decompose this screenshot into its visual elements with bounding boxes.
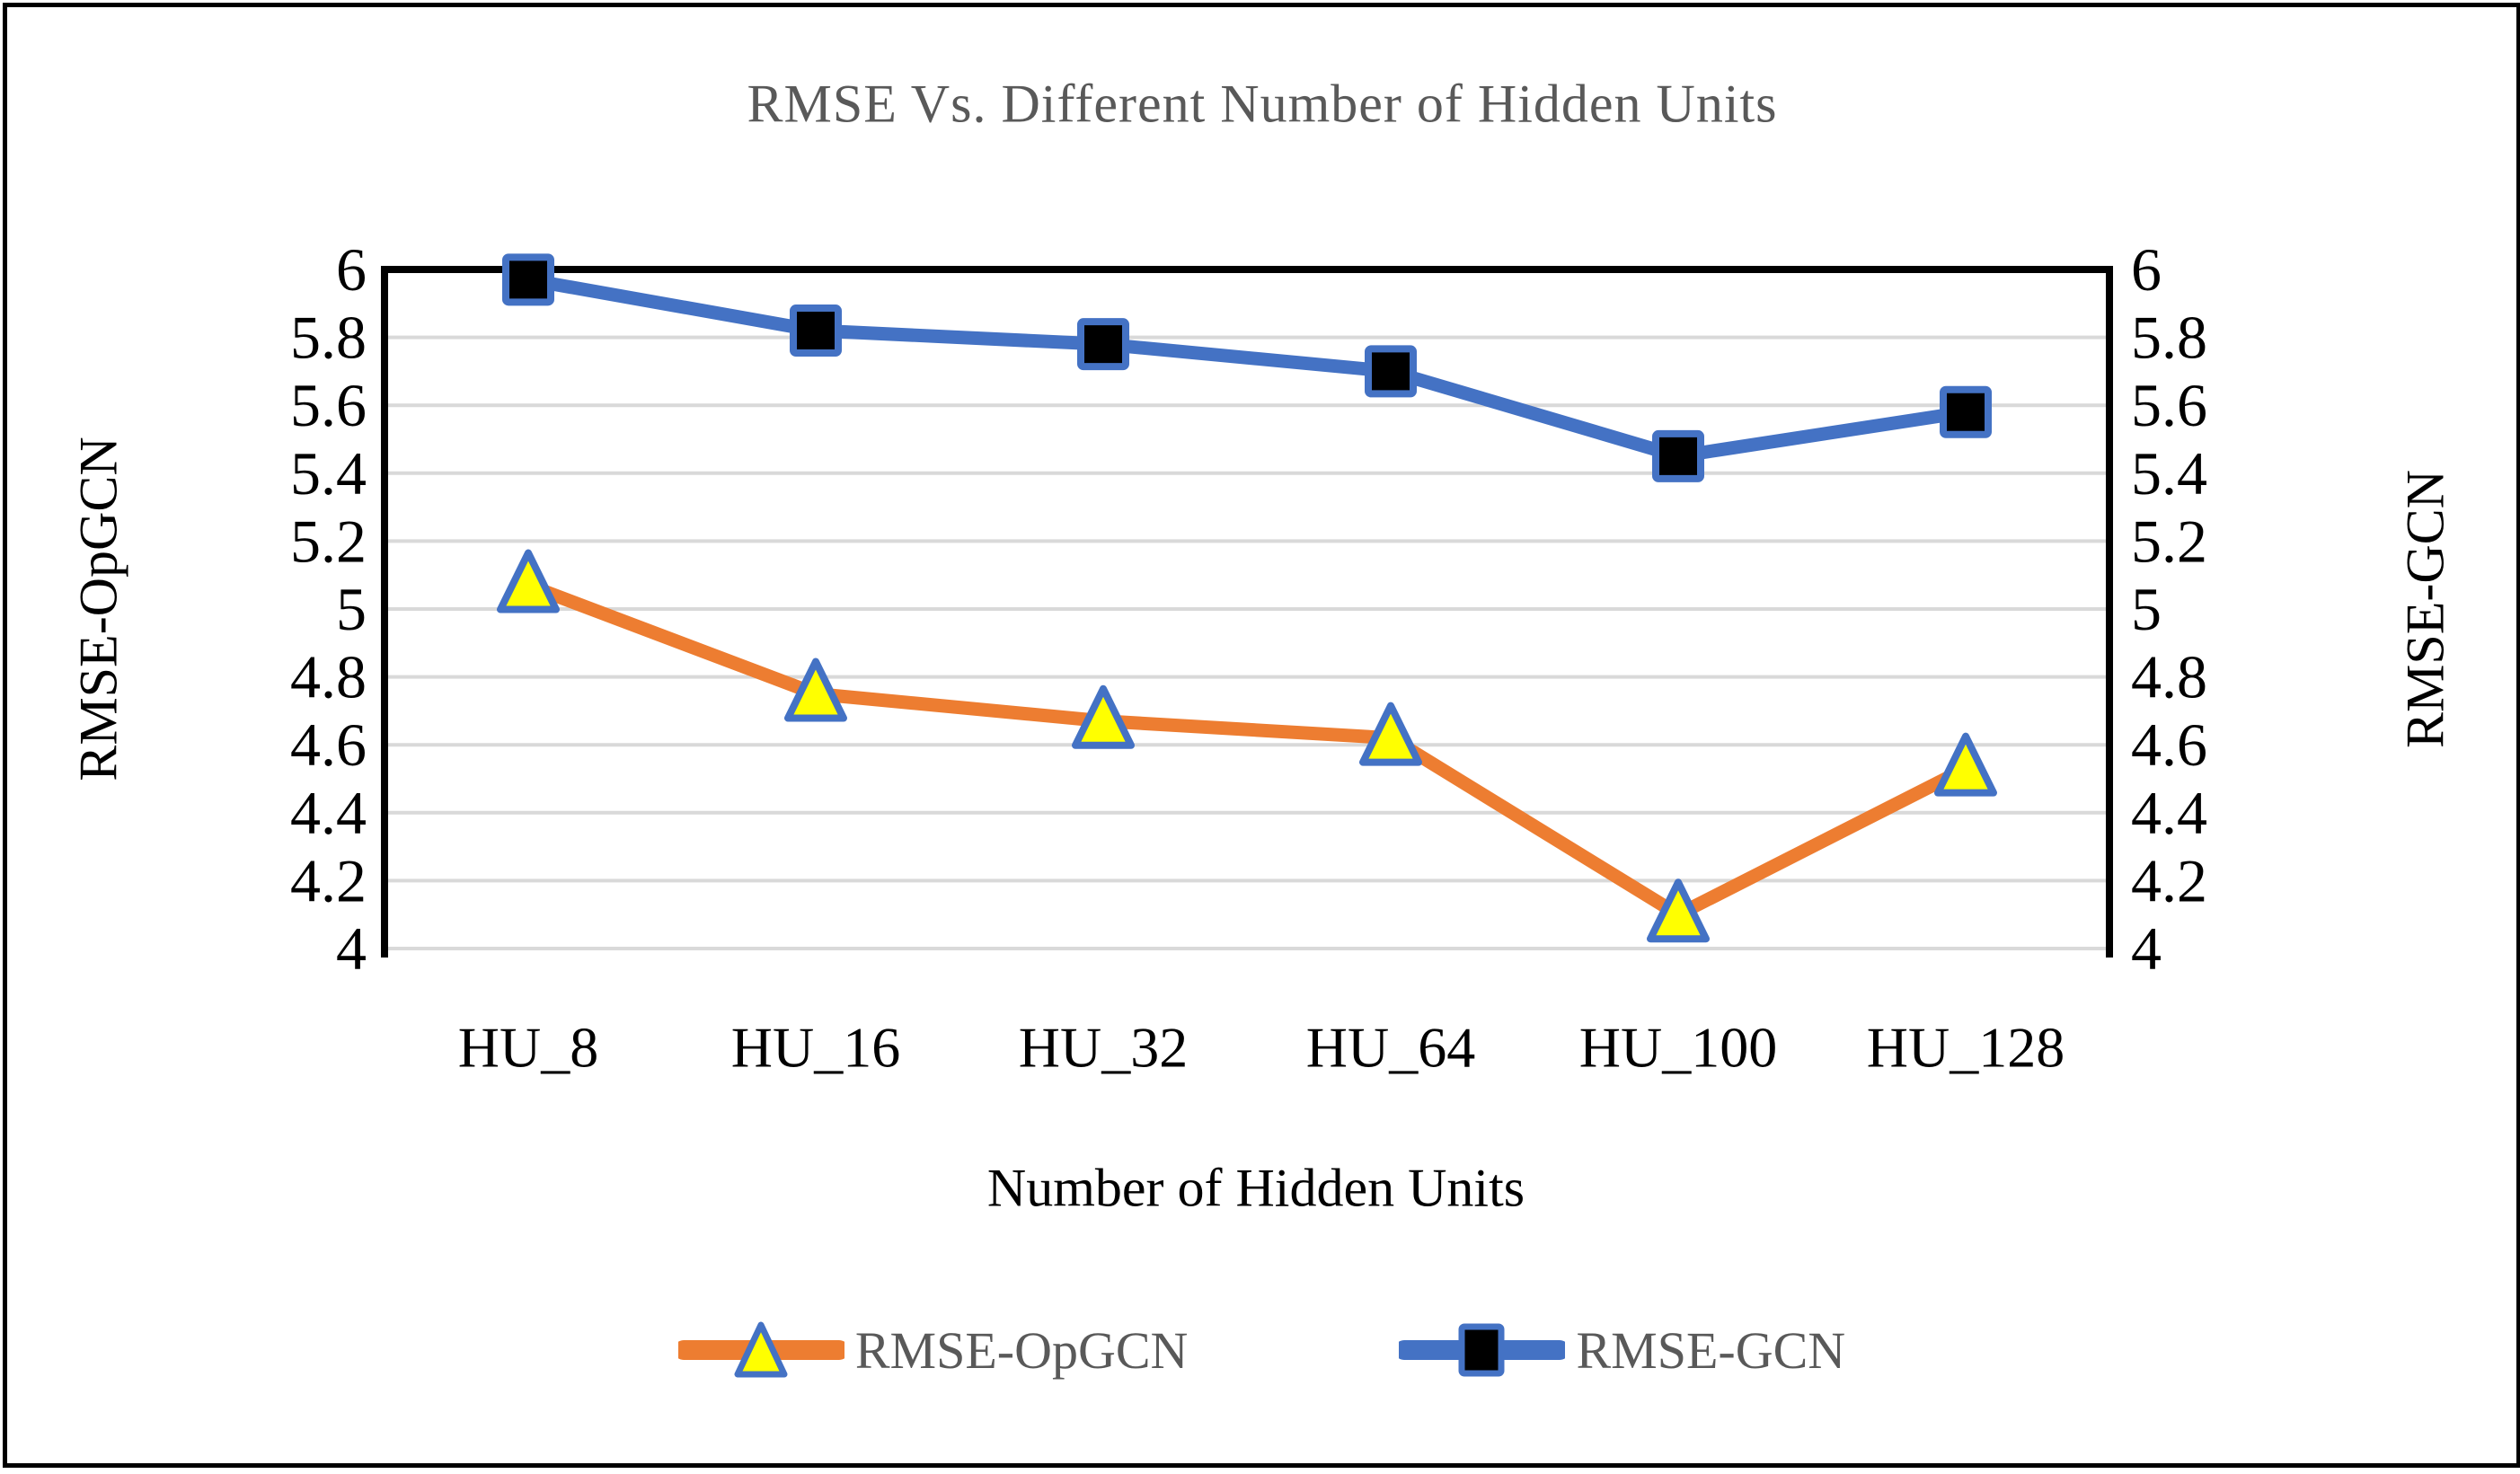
left-y-tick-label: 4.6: [290, 711, 367, 779]
right-y-tick-label: 5.8: [2131, 304, 2207, 372]
right-y-tick-label: 4.4: [2131, 779, 2207, 847]
x-tick-label: HU_32: [1019, 1016, 1188, 1080]
data-point-marker-triangle: [1647, 878, 1710, 943]
right-y-tick-label: 5.6: [2131, 371, 2207, 439]
x-tick-label: HU_128: [1867, 1016, 2065, 1080]
chart-figure: RMSE Vs. Different Number of Hidden Unit…: [3, 3, 2520, 1468]
data-point-marker-square: [1940, 385, 1992, 438]
x-tick-label: HU_8: [458, 1016, 598, 1080]
right-y-tick-label: 5.2: [2131, 507, 2207, 575]
left-y-tick-label: 6: [336, 235, 367, 304]
legend-label: RMSE-OpGCN: [854, 1320, 1189, 1380]
legend-triangle-marker-icon: [734, 1321, 788, 1378]
plot-area: 6 65.8 5.85.6 5.65.4 5.45.2 5.25 54.8 4.84.6 4.6…: [290, 235, 2207, 1080]
x-tick-label: HU_100: [1579, 1016, 1777, 1080]
left-y-tick-label: 4: [336, 914, 367, 983]
left-y-tick-label: 5.8: [290, 304, 367, 372]
x-axis-title: Number of Hidden Units: [986, 1158, 1525, 1218]
legend-swatch-triangle-icon: [677, 1321, 844, 1378]
left-y-tick-label: 5.2: [290, 507, 367, 575]
series-line-rmse-opgcn: [521, 578, 1973, 922]
right-y-axis-title: RMSE-GCN: [2395, 469, 2455, 749]
data-point-marker-square: [1365, 345, 1417, 398]
data-point-marker-triangle: [1359, 702, 1422, 766]
right-y-tick-label: 5: [2131, 575, 2162, 643]
left-y-tick-label: 4.8: [290, 643, 367, 711]
right-y-tick-label: 4.6: [2131, 711, 2207, 779]
left-y-tick-label: 4.4: [290, 779, 367, 847]
legend-swatch-square-icon: [1399, 1323, 1566, 1377]
left-y-tick-label: 5.6: [290, 371, 367, 439]
legend-square-marker-icon: [1458, 1323, 1505, 1377]
right-y-tick-label: 4.2: [2131, 846, 2207, 914]
data-point-marker-triangle: [1934, 732, 1997, 797]
left-y-axis-title: RMSE-OpGCN: [68, 437, 128, 781]
left-y-tick-label: 5: [336, 575, 367, 643]
chart-title: RMSE Vs. Different Number of Hidden Unit…: [747, 74, 1778, 134]
data-point-marker-triangle: [497, 549, 560, 613]
data-point-marker-square: [1652, 429, 1704, 482]
right-y-tick-label: 5.4: [2131, 439, 2207, 508]
data-point-marker-triangle: [1072, 684, 1135, 749]
legend-label: RMSE-GCN: [1576, 1320, 1846, 1380]
right-y-tick-label: 6: [2131, 235, 2162, 304]
data-point-marker-square: [790, 305, 842, 357]
left-y-tick-label: 5.4: [290, 439, 367, 508]
legend: RMSE-OpGCN RMSE-GCN: [7, 1314, 2516, 1386]
right-y-tick-label: 4: [2131, 914, 2162, 983]
legend-item-rmse-gcn: RMSE-GCN: [1399, 1314, 1845, 1386]
data-point-marker-square: [502, 253, 554, 306]
data-point-marker-square: [1077, 318, 1129, 371]
data-point-marker-triangle: [784, 658, 847, 722]
right-y-tick-label: 4.8: [2131, 643, 2207, 711]
x-tick-label: HU_16: [731, 1016, 900, 1080]
x-tick-label: HU_64: [1306, 1016, 1475, 1080]
legend-item-rmse-opgcn: RMSE-OpGCN: [677, 1314, 1189, 1386]
series-line-rmse-gcn: [521, 272, 1973, 463]
left-y-tick-label: 4.2: [290, 846, 367, 914]
